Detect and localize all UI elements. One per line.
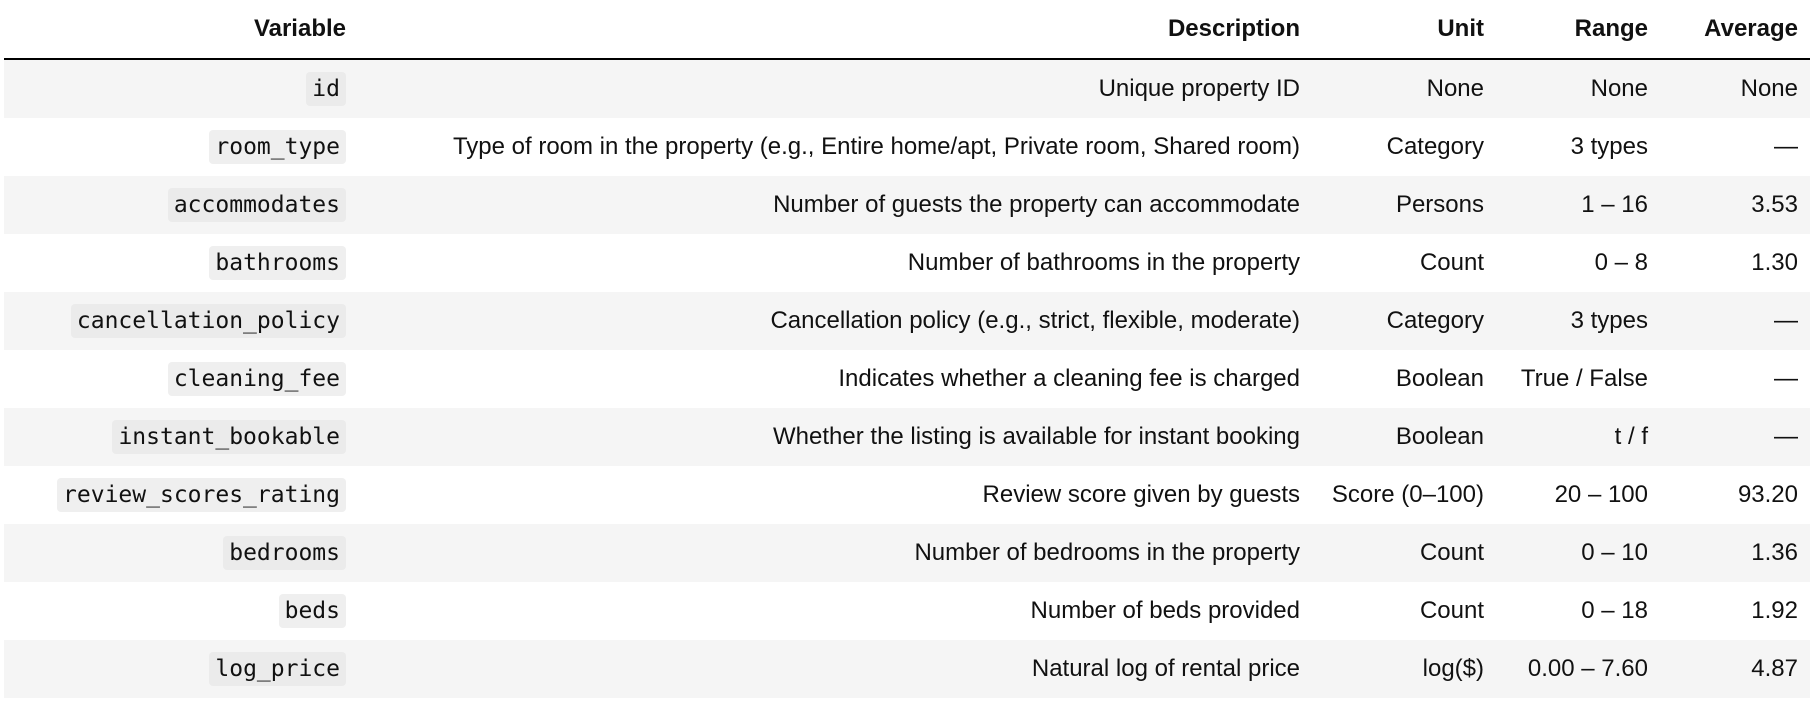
table-row: bathrooms Number of bathrooms in the prop…	[4, 234, 1810, 292]
cell-variable: bedrooms	[4, 524, 358, 582]
table-row: bedrooms Number of bedrooms in the proper…	[4, 524, 1810, 582]
cell-average: —	[1774, 365, 1798, 392]
cell-unit: Count	[1419, 249, 1484, 276]
cell-variable: log_price	[4, 640, 358, 698]
cell-variable: review_scores_rating	[4, 466, 358, 524]
header-average: Average	[1660, 0, 1810, 60]
cell-description: Number of bedrooms in the property	[914, 539, 1300, 566]
cell-range: t / f	[1614, 423, 1648, 450]
cell-unit: Category	[1386, 307, 1484, 334]
variable-code: room_type	[209, 130, 346, 164]
variable-code: id	[306, 72, 346, 106]
cell-variable: instant_bookable	[4, 408, 358, 466]
table-row: beds Number of beds provided Count 0 – 18 1.…	[4, 582, 1810, 640]
table-row: cleaning_fee Indicates whether a cleaning…	[4, 350, 1810, 408]
cell-variable: room_type	[4, 118, 358, 176]
table-row: instant_bookable Whether the listing is a…	[4, 408, 1810, 466]
cell-description: Review score given by guests	[982, 481, 1300, 508]
cell-variable: bathrooms	[4, 234, 358, 292]
cell-average: 1.30	[1751, 249, 1798, 276]
cell-average: —	[1774, 133, 1798, 160]
cell-variable: cleaning_fee	[4, 350, 358, 408]
cell-description: Whether the listing is available for ins…	[773, 423, 1300, 450]
cell-unit: Category	[1386, 133, 1484, 160]
variable-code: cancellation_policy	[70, 304, 346, 338]
header-row: Variable Description Unit Range Average	[4, 0, 1810, 60]
variable-code: review_scores_rating	[57, 478, 346, 512]
cell-range: None	[1590, 75, 1648, 102]
cell-variable: id	[4, 59, 358, 118]
cell-unit: Boolean	[1395, 365, 1484, 392]
variable-code: bedrooms	[223, 536, 346, 570]
cell-unit: Count	[1419, 539, 1484, 566]
cell-description: Number of bathrooms in the property	[907, 249, 1300, 276]
table-row: review_scores_rating Review score given b…	[4, 466, 1810, 524]
cell-unit: Count	[1419, 597, 1484, 624]
cell-range: 3 types	[1570, 307, 1648, 334]
cell-average: 93.20	[1737, 481, 1798, 508]
cell-average: 1.92	[1751, 597, 1798, 624]
variable-code: log_price	[209, 652, 346, 686]
table-row: id Unique property ID None None None	[4, 59, 1810, 118]
cell-average: —	[1774, 423, 1798, 450]
table-row: cancellation_policy Cancellation policy (…	[4, 292, 1810, 350]
cell-range: 3 types	[1570, 133, 1648, 160]
variable-code: instant_bookable	[112, 420, 346, 454]
table-row: room_type Type of room in the property (e…	[4, 118, 1810, 176]
cell-variable: cancellation_policy	[4, 292, 358, 350]
variables-table: Variable Description Unit Range Average …	[4, 0, 1810, 698]
cell-description: Natural log of rental price	[1031, 655, 1300, 682]
cell-average: 1.36	[1751, 539, 1798, 566]
cell-description: Number of beds provided	[1030, 597, 1300, 624]
header-variable: Variable	[4, 0, 358, 60]
cell-average: None	[1740, 75, 1798, 102]
cell-description: Type of room in the property (e.g., Enti…	[452, 133, 1300, 160]
table-row: accommodates Number of guests the propert…	[4, 176, 1810, 234]
table-row: log_price Natural log of rental price log(…	[4, 640, 1810, 698]
cell-unit: None	[1426, 75, 1484, 102]
cell-description: Number of guests the property can accomm…	[773, 191, 1300, 218]
cell-range: 0 – 8	[1594, 249, 1648, 276]
header-unit: Unit	[1312, 0, 1496, 60]
cell-average: 3.53	[1751, 191, 1798, 218]
variable-code: beds	[278, 594, 346, 628]
cell-range: 20 – 100	[1554, 481, 1648, 508]
cell-range: 0.00 – 7.60	[1527, 655, 1648, 682]
cell-variable: beds	[4, 582, 358, 640]
cell-description: Unique property ID	[1098, 75, 1300, 102]
cell-average: —	[1774, 307, 1798, 334]
cell-range: 0 – 18	[1581, 597, 1648, 624]
cell-description: Cancellation policy (e.g., strict, flexi…	[770, 307, 1300, 334]
cell-unit: Persons	[1395, 191, 1484, 218]
header-range: Range	[1496, 0, 1660, 60]
cell-average: 4.87	[1751, 655, 1798, 682]
cell-range: True / False	[1520, 365, 1648, 392]
cell-variable: accommodates	[4, 176, 358, 234]
variable-code: bathrooms	[209, 246, 346, 280]
variable-code: cleaning_fee	[167, 362, 346, 396]
cell-unit: Boolean	[1395, 423, 1484, 450]
cell-description: Indicates whether a cleaning fee is char…	[838, 365, 1300, 392]
cell-unit: log($)	[1422, 655, 1484, 682]
variable-code: accommodates	[167, 188, 346, 222]
header-description: Description	[358, 0, 1312, 60]
cell-range: 0 – 10	[1581, 539, 1648, 566]
cell-unit: Score (0–100)	[1331, 481, 1484, 508]
cell-range: 1 – 16	[1581, 191, 1648, 218]
